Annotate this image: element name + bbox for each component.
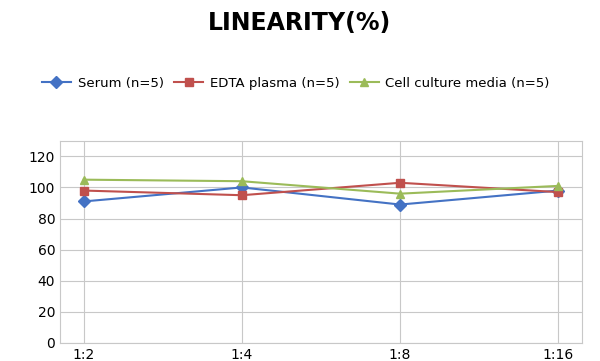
Cell culture media (n=5): [554, 184, 562, 188]
EDTA plasma (n=5): [80, 188, 88, 193]
Cell culture media (n=5): [238, 179, 245, 183]
Serum (n=5): [238, 185, 245, 190]
Legend: Serum (n=5), EDTA plasma (n=5), Cell culture media (n=5): Serum (n=5), EDTA plasma (n=5), Cell cul…: [37, 71, 555, 95]
Cell culture media (n=5): [397, 191, 404, 196]
Text: LINEARITY(%): LINEARITY(%): [208, 11, 392, 35]
Serum (n=5): [397, 203, 404, 207]
Cell culture media (n=5): [80, 178, 88, 182]
Line: Serum (n=5): Serum (n=5): [80, 183, 562, 209]
EDTA plasma (n=5): [554, 190, 562, 194]
Serum (n=5): [554, 188, 562, 193]
EDTA plasma (n=5): [238, 193, 245, 197]
Line: Cell culture media (n=5): Cell culture media (n=5): [80, 175, 562, 198]
EDTA plasma (n=5): [397, 180, 404, 185]
Serum (n=5): [80, 199, 88, 204]
Line: EDTA plasma (n=5): EDTA plasma (n=5): [80, 179, 562, 199]
